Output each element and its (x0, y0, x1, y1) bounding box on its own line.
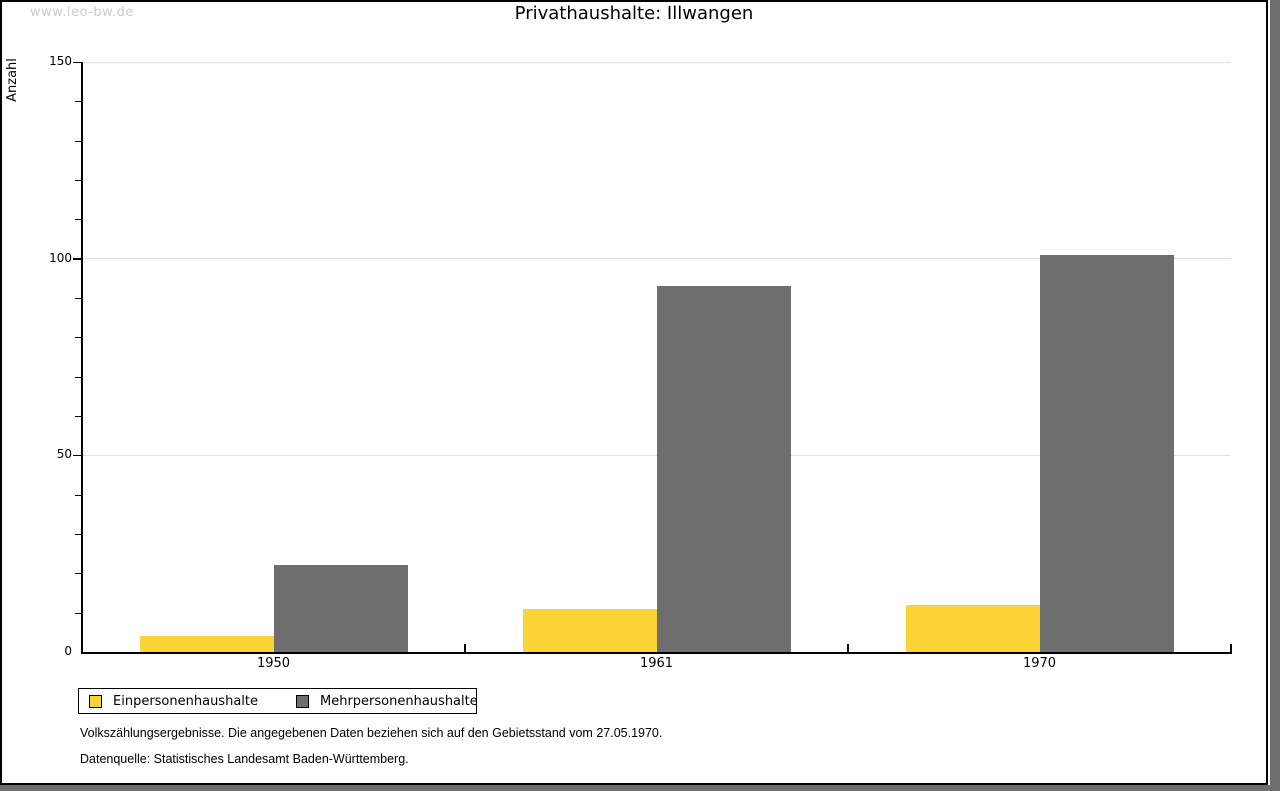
y-minor-tick (75, 219, 82, 221)
legend-swatch-icon (296, 694, 309, 708)
y-minor-tick (75, 612, 82, 614)
y-minor-tick (75, 101, 82, 103)
legend-item: Mehrpersonenhaushalte (296, 694, 478, 709)
x-boundary-tick (1230, 644, 1232, 652)
y-axis-title: Anzahl (5, 58, 20, 102)
bar-mehrpersonenhaushalte-1961 (656, 286, 791, 652)
bar-mehrpersonenhaushalte-1970 (1039, 254, 1174, 652)
legend-label: Einpersonenhaushalte (113, 693, 258, 709)
legend-item: Einpersonenhaushalte (89, 694, 258, 709)
y-tick-label: 100 (49, 250, 72, 265)
x-boundary-tick (464, 644, 466, 652)
y-minor-tick (75, 573, 82, 575)
gridline-y-100 (82, 258, 1231, 260)
y-tick-label: 50 (56, 447, 72, 462)
y-major-tick (73, 61, 82, 63)
y-major-tick (73, 454, 82, 457)
bar-einpersonenhaushalte-1950 (139, 636, 274, 652)
y-minor-tick (75, 494, 82, 496)
y-minor-tick (75, 376, 82, 378)
y-tick-label: 150 (49, 54, 72, 68)
y-axis-line (81, 62, 83, 652)
y-minor-tick (75, 416, 82, 417)
y-tick-label: 0 (64, 644, 72, 658)
legend-swatch-icon (89, 694, 102, 708)
x-tick-label: 1970 (1022, 656, 1057, 671)
footnote-source-note: Volkszählungsergebnisse. Die angegebenen… (80, 726, 663, 740)
gridline-y-150 (82, 61, 1231, 63)
x-tick-label: 1961 (639, 656, 674, 671)
legend: Einpersonenhaushalte Mehrpersonenhaushalt… (78, 688, 478, 714)
x-tick-label: 1950 (256, 656, 291, 671)
y-major-tick (73, 258, 82, 260)
bar-einpersonenhaushalte-1970 (905, 604, 1040, 652)
y-minor-tick (75, 337, 82, 339)
bar-einpersonenhaushalte-1961 (522, 608, 657, 652)
bar-mehrpersonenhaushalte-1950 (273, 565, 408, 652)
y-minor-tick (75, 534, 82, 535)
footnote-data-source: Datenquelle: Statistisches Landesamt Bad… (80, 752, 409, 766)
chart-title: Privathaushalte: Illwangen (514, 3, 754, 24)
x-axis-line (81, 652, 1232, 654)
y-minor-tick (75, 180, 82, 181)
frame-shadow-bottom (0, 785, 1280, 791)
legend-label: Mehrpersonenhaushalte (320, 693, 478, 709)
frame-shadow-right (1270, 0, 1280, 791)
y-minor-tick (75, 298, 82, 299)
watermark: www.leo-bw.de (30, 5, 134, 20)
y-minor-tick (75, 140, 82, 142)
x-boundary-tick (847, 644, 849, 652)
